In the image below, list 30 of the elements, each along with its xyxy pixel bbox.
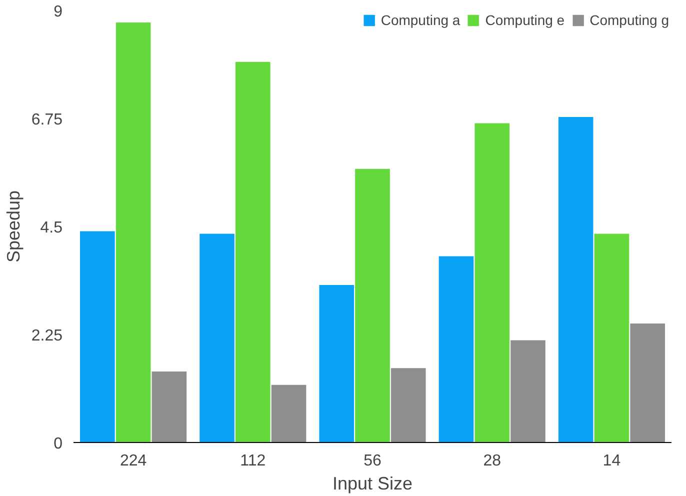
x-tick-label: 224 [120,452,147,470]
x-tick-label: 112 [240,452,266,470]
bar [558,117,594,442]
x-tick-label: 28 [483,452,502,470]
bar [80,231,115,442]
bar [236,62,270,442]
y-tick-label: 6.75 [31,112,63,128]
x-tick-label: 56 [364,452,382,470]
y-tick-label: 0 [54,436,63,452]
y-axis-title: Speedup [3,190,24,263]
x-axis-title: Input Size [332,474,413,494]
y-tick-label: 9 [54,4,63,20]
bar [116,22,151,442]
bar [474,123,510,442]
y-tick-label: 2.25 [31,328,63,344]
legend-label: Computing g [590,12,669,28]
bar [438,256,474,442]
bar [319,285,354,442]
legend-label: Computing e [485,12,565,28]
bar [200,234,234,442]
bar [630,323,665,442]
bar [594,234,630,442]
bar [271,384,306,442]
bar [152,371,187,442]
bar [355,168,390,442]
y-tick-label: 4.5 [40,220,63,236]
bar [510,340,546,442]
x-tick-label: 14 [602,452,621,470]
legend-label: Computing a [380,12,460,28]
bar [390,368,426,442]
